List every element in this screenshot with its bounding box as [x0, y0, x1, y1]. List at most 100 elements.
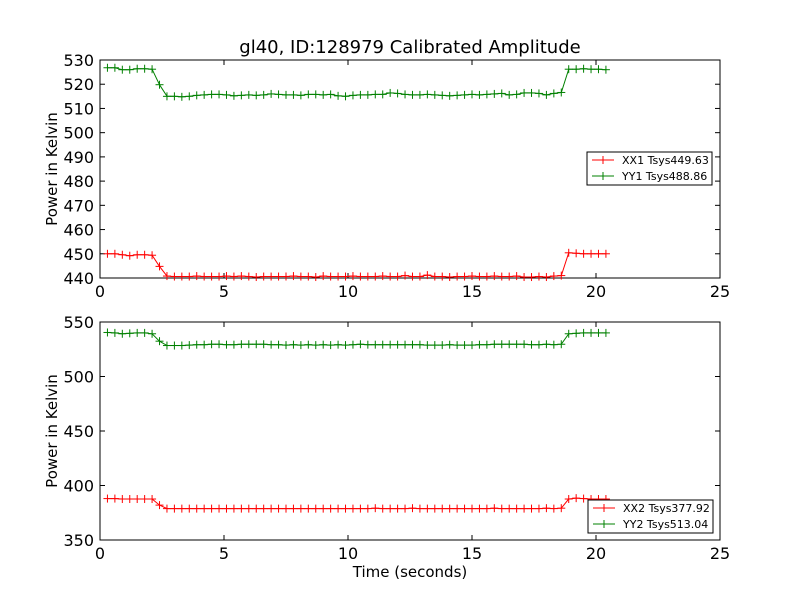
data-point — [557, 88, 566, 97]
data-point — [371, 504, 380, 513]
data-point — [520, 504, 529, 513]
data-point — [118, 495, 127, 504]
data-point — [445, 340, 454, 349]
data-point — [386, 340, 395, 349]
data-point — [110, 494, 119, 503]
data-point — [430, 341, 439, 350]
data-point — [259, 90, 268, 99]
data-point — [155, 337, 164, 346]
data-point — [140, 64, 149, 73]
legend: XX1 Tsys449.63 YY1 Tsys488.86 — [586, 151, 713, 186]
data-point — [326, 272, 335, 281]
data-point — [572, 494, 581, 503]
data-point — [282, 272, 290, 281]
data-point — [423, 504, 432, 513]
data-point — [311, 341, 320, 350]
data-point — [170, 504, 179, 513]
y-tick-label: 550 — [63, 313, 94, 332]
data-point — [401, 271, 410, 280]
data-point — [319, 90, 328, 99]
data-point — [334, 91, 343, 100]
data-point — [207, 90, 216, 99]
y-tick-label: 440 — [63, 269, 94, 288]
data-point — [490, 89, 499, 98]
data-point — [341, 92, 350, 101]
legend-label: XX1 Tsys449.63 — [622, 154, 709, 167]
data-point — [505, 90, 514, 99]
data-point — [274, 90, 283, 99]
data-point — [207, 272, 216, 281]
data-point — [282, 90, 290, 99]
data-point — [222, 272, 231, 281]
data-point — [148, 329, 157, 338]
data-point — [438, 91, 447, 100]
data-point — [549, 504, 558, 513]
y-tick-label: 520 — [63, 75, 94, 94]
data-point — [520, 340, 529, 349]
data-point — [512, 90, 521, 99]
data-point — [557, 340, 566, 349]
y-tick-label: 500 — [63, 124, 94, 143]
data-point — [579, 494, 588, 503]
legend-box — [587, 499, 714, 534]
data-point — [304, 90, 313, 99]
subplot-top: 0 5 10 15 20 25440450460470480490500510520530… — [43, 51, 730, 301]
y-axis-label: Power in Kelvin — [43, 112, 61, 226]
x-tick-label: 0 — [95, 282, 105, 301]
x-tick-label: 25 — [710, 282, 730, 301]
data-point — [371, 90, 380, 99]
data-point — [259, 340, 268, 349]
data-point — [103, 328, 112, 337]
data-point — [148, 65, 157, 74]
y-tick-label: 500 — [63, 368, 94, 387]
y-tick-label: 480 — [63, 172, 94, 191]
data-point — [348, 91, 357, 100]
y-tick-label: 530 — [63, 51, 94, 70]
data-point — [415, 90, 424, 99]
data-point — [125, 251, 134, 260]
legend-box — [586, 151, 713, 186]
data-point — [564, 329, 573, 338]
data-point — [296, 341, 305, 350]
data-point — [237, 272, 246, 281]
data-point — [579, 64, 588, 73]
data-point — [408, 504, 417, 513]
data-point — [282, 504, 290, 513]
data-point — [192, 272, 201, 281]
data-point — [118, 329, 127, 338]
data-point — [497, 272, 506, 281]
data-point — [468, 341, 476, 350]
data-point — [185, 341, 194, 350]
data-point — [572, 65, 581, 74]
data-point — [505, 272, 514, 281]
data-point — [319, 272, 328, 281]
data-point — [170, 272, 179, 281]
axes-frame — [99, 59, 721, 279]
data-point — [378, 90, 387, 99]
data-point — [512, 272, 521, 281]
data-point — [259, 504, 268, 513]
data-point — [348, 504, 357, 513]
legend-label: XX2 Tsys377.92 — [623, 502, 710, 515]
data-point — [512, 340, 521, 349]
data-point — [363, 340, 372, 349]
data-point — [177, 504, 186, 513]
data-point — [579, 249, 588, 258]
data-point — [192, 91, 201, 100]
data-point — [401, 90, 410, 99]
data-point — [311, 504, 320, 513]
data-point — [252, 91, 261, 100]
x-tick-label: 25 — [710, 544, 730, 563]
data-point — [512, 504, 521, 513]
data-point — [534, 340, 543, 349]
data-point — [378, 272, 387, 281]
data-point — [356, 90, 365, 99]
data-point — [401, 504, 410, 513]
data-point — [289, 90, 298, 99]
data-point — [482, 272, 491, 281]
data-point — [468, 504, 476, 513]
data-point — [445, 91, 454, 100]
data-point — [304, 340, 313, 349]
data-point — [244, 90, 253, 99]
data-point — [490, 340, 499, 349]
